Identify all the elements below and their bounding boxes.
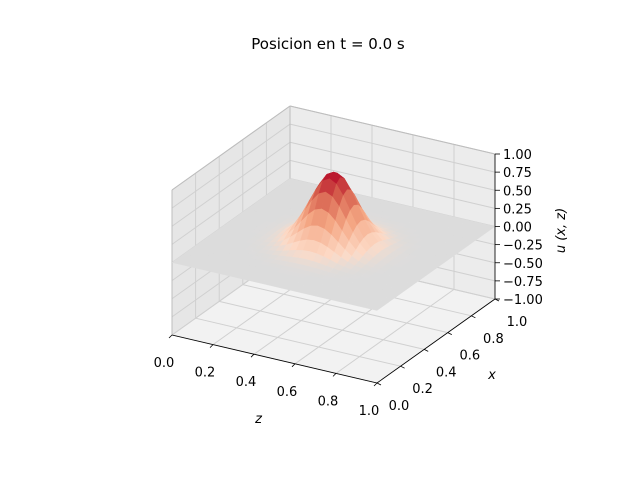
grid-line — [289, 123, 496, 173]
grid-line — [289, 159, 496, 209]
grid-line — [289, 141, 496, 191]
grid-line — [171, 159, 291, 245]
u-tick-label: 0.75 — [503, 166, 532, 181]
x-tick-mark — [400, 365, 405, 369]
u-tick-label: 1.00 — [503, 148, 532, 163]
x-tick-mark — [376, 382, 382, 386]
x-axis-line — [376, 298, 496, 384]
z-tick-label: 0.8 — [318, 394, 339, 409]
grid-line — [335, 288, 455, 374]
grid-line — [242, 284, 448, 334]
axis-ticks: 0.00.20.40.60.81.0 0.00.20.40.60.81.01.00… — [154, 148, 543, 419]
z-axis-line — [171, 334, 378, 384]
x-tick-mark — [447, 332, 452, 335]
u-axis-label: u (x, z) — [554, 208, 569, 253]
chart-title: Posicion en t = 0.0 s — [251, 35, 405, 53]
u-tick-label: −0.75 — [503, 275, 543, 290]
pane-edge — [289, 105, 496, 155]
grid-line — [171, 123, 291, 209]
u-tick-label: −0.25 — [503, 239, 543, 254]
surface-facet — [369, 305, 382, 311]
u-tick-label: −1.00 — [503, 293, 543, 308]
z-tick-mark — [209, 344, 214, 348]
x-tick-label: 0.8 — [483, 332, 504, 347]
z-tick-mark — [373, 382, 378, 387]
x-tick-label: 1.0 — [507, 315, 528, 330]
x-tick-label: 0.6 — [459, 349, 480, 364]
u-tick-label: 0.50 — [503, 184, 532, 199]
z-tick-label: 0.6 — [277, 385, 298, 400]
u-tick-label: 0.00 — [503, 221, 532, 236]
z-tick-mark — [168, 334, 173, 339]
z-tick-mark — [250, 353, 255, 358]
x-tick-mark — [424, 349, 429, 352]
grid-line — [195, 317, 401, 367]
u-tick-label: −0.50 — [503, 257, 543, 272]
z-axis-label: z — [254, 412, 263, 427]
x-tick-label: 0.0 — [389, 399, 410, 414]
z-tick-label: 0.0 — [154, 356, 175, 371]
z-tick-mark — [291, 363, 296, 368]
x-axis-label: x — [487, 368, 496, 383]
z-tick-label: 0.4 — [236, 375, 257, 390]
z-tick-mark — [332, 373, 337, 377]
z-tick-label: 0.2 — [195, 366, 216, 381]
x-tick-mark — [471, 315, 476, 319]
x-tick-label: 0.2 — [412, 382, 433, 397]
z-tick-label: 1.0 — [359, 404, 380, 419]
grid-line — [219, 300, 425, 350]
u-tick-label: 0.25 — [503, 202, 532, 217]
grid-line — [171, 141, 291, 227]
pane-edge — [171, 105, 291, 191]
x-tick-label: 0.4 — [436, 365, 457, 380]
surface-plot — [171, 171, 496, 311]
